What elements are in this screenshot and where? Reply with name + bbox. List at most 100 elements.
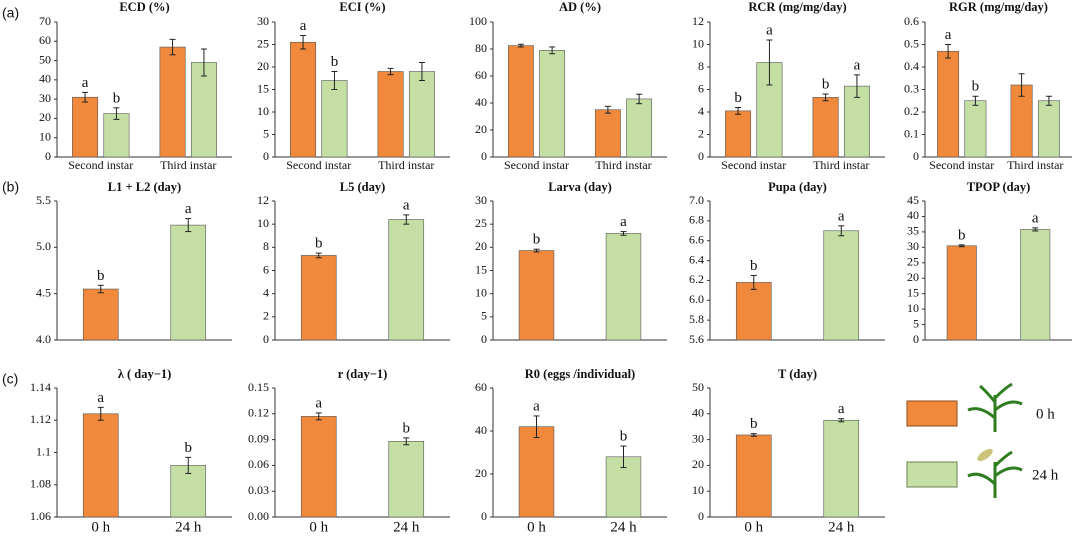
significance-letter: b xyxy=(113,90,121,106)
y-tick-label: 20 xyxy=(907,270,919,284)
bar xyxy=(964,100,987,158)
y-tick-label: 20 xyxy=(39,110,51,124)
significance-letter: b xyxy=(403,420,411,436)
chart-title: ECD (%) xyxy=(119,0,169,14)
y-tick-label: 70 xyxy=(39,14,51,28)
y-tick-label: 40 xyxy=(39,72,51,86)
bar xyxy=(170,224,207,341)
chart-title: RCR (mg/mg/day) xyxy=(748,0,846,14)
y-tick-label: 0.09 xyxy=(248,431,269,445)
y-tick-label: 0 xyxy=(45,149,51,163)
significance-letter: a xyxy=(1032,210,1039,226)
y-tick-label: 8 xyxy=(698,59,704,73)
x-tick-label: 24 h xyxy=(610,519,637,535)
significance-letter: b xyxy=(185,440,193,456)
y-tick-label: 80 xyxy=(475,41,487,55)
bar xyxy=(103,113,130,158)
bar xyxy=(1020,229,1051,341)
y-tick-label: 12 xyxy=(257,193,269,207)
bar xyxy=(300,255,337,341)
y-tick-label: 5 xyxy=(481,309,487,323)
bar xyxy=(626,98,653,158)
y-tick-label: 7.0 xyxy=(689,193,704,207)
y-tick-label: 0.6 xyxy=(904,14,919,28)
y-tick-label: 0.3 xyxy=(904,81,919,95)
y-tick-label: 5.8 xyxy=(689,312,704,326)
y-tick-label: 0 xyxy=(913,149,919,163)
x-tick-label: Second instar xyxy=(929,158,994,172)
chart-title: Larva (day) xyxy=(548,180,612,194)
bar xyxy=(823,419,860,518)
x-tick-label: 0 h xyxy=(744,519,763,535)
bar xyxy=(507,45,534,158)
significance-letter: a xyxy=(838,208,845,224)
y-tick-label: 40 xyxy=(475,95,487,109)
y-tick-label: 0 xyxy=(698,149,704,163)
x-tick-label: 0 h xyxy=(91,519,110,535)
bar xyxy=(518,426,555,518)
y-tick-label: 10 xyxy=(692,36,704,50)
chart-title: ECI (%) xyxy=(339,0,385,14)
legend: 0 h 24 h xyxy=(906,382,1059,498)
y-tick-label: 2 xyxy=(263,309,269,323)
x-tick-label: 24 h xyxy=(828,519,855,535)
chart-title: TPOP (day) xyxy=(967,180,1031,194)
y-tick-label: 0.06 xyxy=(248,457,269,471)
significance-letter: b xyxy=(734,90,742,106)
x-tick-label: Third instar xyxy=(160,158,216,172)
y-tick-label: 0.5 xyxy=(904,36,919,50)
y-tick-label: 0 xyxy=(481,509,487,523)
y-tick-label: 5.0 xyxy=(36,239,51,253)
y-tick-label: 60 xyxy=(39,33,51,47)
y-tick-label: 40 xyxy=(692,406,704,420)
bar xyxy=(408,71,435,158)
chart-title: L1 + L2 (day) xyxy=(108,180,181,194)
y-tick-label: 40 xyxy=(907,208,919,222)
y-tick-label: 6.2 xyxy=(689,272,704,286)
y-tick-label: 5 xyxy=(913,316,919,330)
y-tick-label: 15 xyxy=(475,262,487,276)
x-tick-label: Third instar xyxy=(813,158,869,172)
x-tick-label: Second instar xyxy=(286,158,351,172)
y-tick-label: 0 xyxy=(481,149,487,163)
bar xyxy=(377,71,404,158)
chart-title: R0 (eggs /individual) xyxy=(525,367,635,381)
legend-swatch xyxy=(906,400,958,427)
legend-label: 24 h xyxy=(1032,467,1059,483)
y-tick-label: 20 xyxy=(475,466,487,480)
y-tick-label: 5.6 xyxy=(689,332,704,346)
significance-letter: b xyxy=(750,258,758,274)
significance-letter: a xyxy=(185,201,192,217)
y-tick-label: 30 xyxy=(39,91,51,105)
plant-icon xyxy=(967,382,1023,498)
y-tick-label: 50 xyxy=(39,52,51,66)
y-tick-label: 6 xyxy=(698,81,704,95)
significance-letter: a xyxy=(620,214,627,230)
bar xyxy=(321,80,348,158)
x-tick-label: 0 h xyxy=(309,519,328,535)
y-tick-label: 0 xyxy=(263,332,269,346)
y-tick-label: 0.00 xyxy=(248,509,269,523)
significance-letter: b xyxy=(750,416,758,432)
y-tick-label: 0.03 xyxy=(248,483,269,497)
x-tick-label: 24 h xyxy=(393,519,420,535)
x-tick-label: Second instar xyxy=(68,158,133,172)
y-tick-label: 0.4 xyxy=(904,59,919,73)
y-tick-label: 15 xyxy=(257,81,269,95)
significance-letter: a xyxy=(838,401,845,417)
y-tick-label: 25 xyxy=(907,255,919,269)
significance-letter: a xyxy=(315,395,322,411)
chart-title: T (day) xyxy=(778,367,817,381)
y-tick-label: 100 xyxy=(469,14,487,28)
y-tick-label: 5.5 xyxy=(36,193,51,207)
bar xyxy=(300,416,337,518)
x-tick-label: Second instar xyxy=(504,158,569,172)
y-tick-label: 4.5 xyxy=(36,285,51,299)
y-tick-label: 6.6 xyxy=(689,232,704,246)
x-tick-label: Second instar xyxy=(721,158,786,172)
significance-letter: a xyxy=(82,75,89,91)
y-tick-label: 10 xyxy=(907,301,919,315)
panel-label: (c) xyxy=(2,371,18,387)
bar xyxy=(190,62,217,158)
significance-letter: b xyxy=(822,76,830,92)
